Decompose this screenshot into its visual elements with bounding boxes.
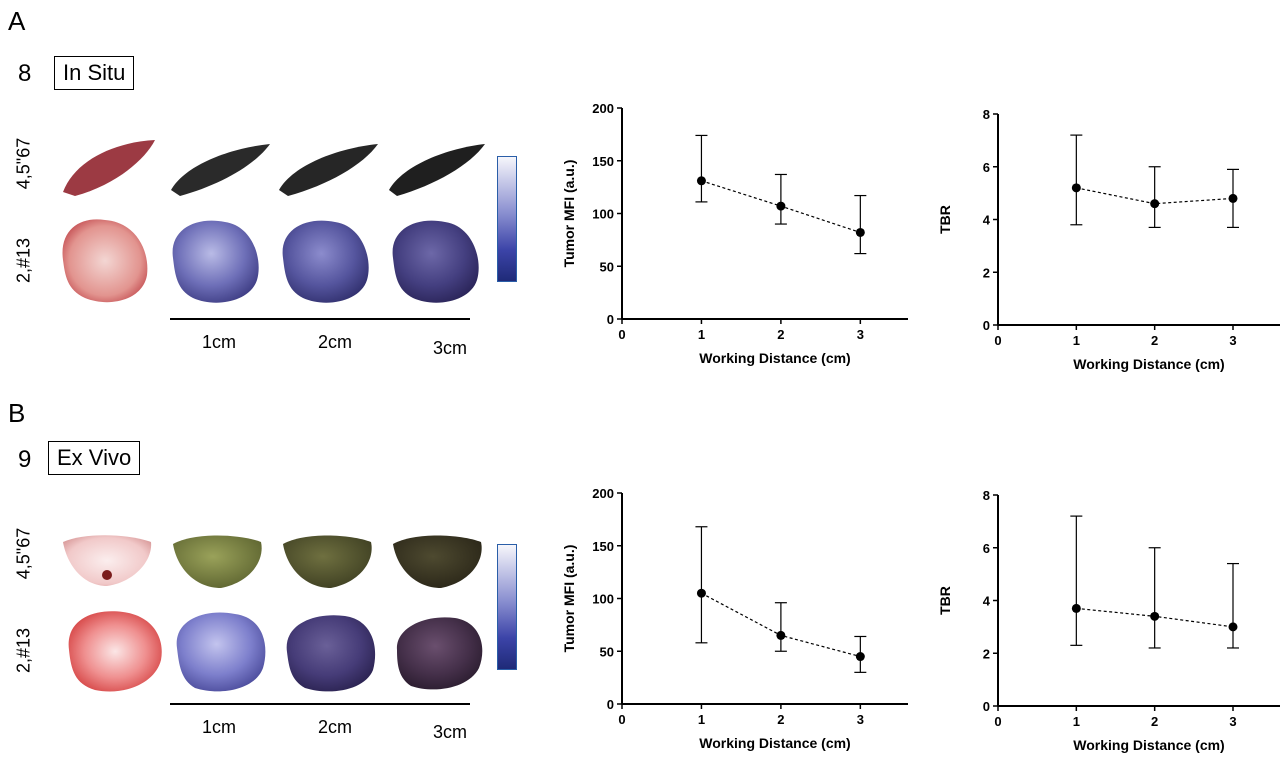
y-tick-label: 0 — [983, 699, 990, 714]
x-tick-label: 2 — [777, 712, 784, 727]
x-axis-label: Working Distance (cm) — [699, 350, 850, 366]
distance-axis-line-b — [170, 703, 470, 705]
y-tick-label: 2 — [983, 265, 990, 280]
y-tick-label: 100 — [592, 207, 614, 222]
data-point — [1228, 193, 1238, 203]
y-tick-label: 0 — [983, 318, 990, 333]
y-tick-label: 4 — [983, 594, 991, 609]
distance-label-a-2: 2cm — [318, 332, 353, 352]
colorbar-b — [497, 544, 517, 670]
sample-number-b: 9 — [18, 446, 32, 473]
x-tick-label: 2 — [777, 327, 784, 342]
data-point — [855, 652, 865, 662]
y-tick-label: 4 — [983, 213, 991, 228]
y-tick-label: 0 — [607, 697, 614, 712]
distance-label-b-2: 2cm — [318, 717, 353, 737]
data-point — [776, 201, 786, 211]
x-tick-label: 0 — [994, 714, 1001, 729]
tissue-images-a — [62, 140, 485, 303]
distance-label-b-1: 1cm — [202, 717, 237, 737]
x-tick-label: 1 — [1073, 714, 1080, 729]
x-tick-label: 3 — [857, 327, 864, 342]
y-axis-label: TBR — [937, 205, 953, 234]
x-tick-label: 2 — [1151, 333, 1158, 348]
x-tick-label: 2 — [1151, 714, 1158, 729]
x-tick-label: 1 — [698, 712, 705, 727]
data-point — [776, 630, 786, 640]
distance-label-a-1: 1cm — [202, 332, 237, 352]
distance-label-a-3: 3cm — [433, 338, 468, 358]
x-tick-label: 0 — [994, 333, 1001, 348]
x-tick-label: 1 — [1073, 333, 1080, 348]
sample-number-a: 8 — [18, 60, 32, 87]
y-tick-label: 6 — [983, 541, 990, 556]
data-point — [855, 227, 865, 237]
condition-label-a: In Situ — [54, 56, 135, 90]
y-tick-label: 200 — [592, 101, 614, 116]
y-axis-label: Tumor MFI (a.u.) — [561, 160, 577, 268]
chart-tbr-in-situ: 0 2 4 6 8 0 1 2 3 Working Distance (cm) TBR — [937, 107, 1280, 372]
chart-mfi-in-situ: 0 50 100 150 200 0 1 2 3 Working Distance (cm) Tum… — [561, 101, 908, 366]
x-tick-label: 3 — [1229, 714, 1236, 729]
data-point — [696, 588, 706, 598]
y-tick-label: 150 — [592, 154, 614, 169]
y-tick-label: 2 — [983, 646, 990, 661]
tissue-images-b — [63, 535, 483, 692]
y-axis-label: TBR — [937, 586, 953, 615]
distance-axis-line-a — [170, 318, 470, 320]
y-axis-label: Tumor MFI (a.u.) — [561, 545, 577, 653]
y-tick-label: 100 — [592, 592, 614, 607]
row-label-b-2: 2,#13 — [13, 627, 34, 674]
data-point — [1228, 622, 1238, 632]
x-tick-label: 3 — [1229, 333, 1236, 348]
distance-label-b-3: 3cm — [433, 722, 468, 742]
y-tick-label: 8 — [983, 488, 990, 503]
y-tick-label: 8 — [983, 107, 990, 122]
y-tick-label: 6 — [983, 160, 990, 175]
data-point — [1071, 603, 1081, 613]
x-tick-label: 3 — [857, 712, 864, 727]
y-tick-label: 50 — [600, 644, 614, 659]
condition-label-b: Ex Vivo — [48, 441, 141, 475]
x-axis-label: Working Distance (cm) — [1073, 737, 1224, 753]
x-tick-label: 0 — [618, 712, 625, 727]
panel-letter-b: B — [8, 398, 26, 428]
colorbar-a — [497, 156, 517, 282]
chart-mfi-ex-vivo: 0 50 100 150 200 0 1 2 3 Working Distance (cm) Tum… — [561, 486, 908, 751]
chart-tbr-ex-vivo: 0 2 4 6 8 0 1 2 3 Working Distance (cm) TBR — [937, 488, 1280, 753]
data-point — [1071, 183, 1081, 193]
y-tick-label: 50 — [600, 259, 614, 274]
row-label-a-1: 4,5"67 — [13, 137, 34, 190]
x-tick-label: 0 — [618, 327, 625, 342]
y-tick-label: 200 — [592, 486, 614, 501]
x-axis-label: Working Distance (cm) — [699, 735, 850, 751]
row-label-b-1: 4,5"67 — [13, 527, 34, 580]
panel-letter-a: A — [8, 6, 26, 36]
x-tick-label: 1 — [698, 327, 705, 342]
x-axis-label: Working Distance (cm) — [1073, 356, 1224, 372]
row-label-a-2: 2,#13 — [13, 237, 34, 284]
y-tick-label: 150 — [592, 539, 614, 554]
data-point — [1150, 611, 1160, 621]
data-point — [696, 176, 706, 186]
data-point — [1150, 199, 1160, 209]
y-tick-label: 0 — [607, 312, 614, 327]
